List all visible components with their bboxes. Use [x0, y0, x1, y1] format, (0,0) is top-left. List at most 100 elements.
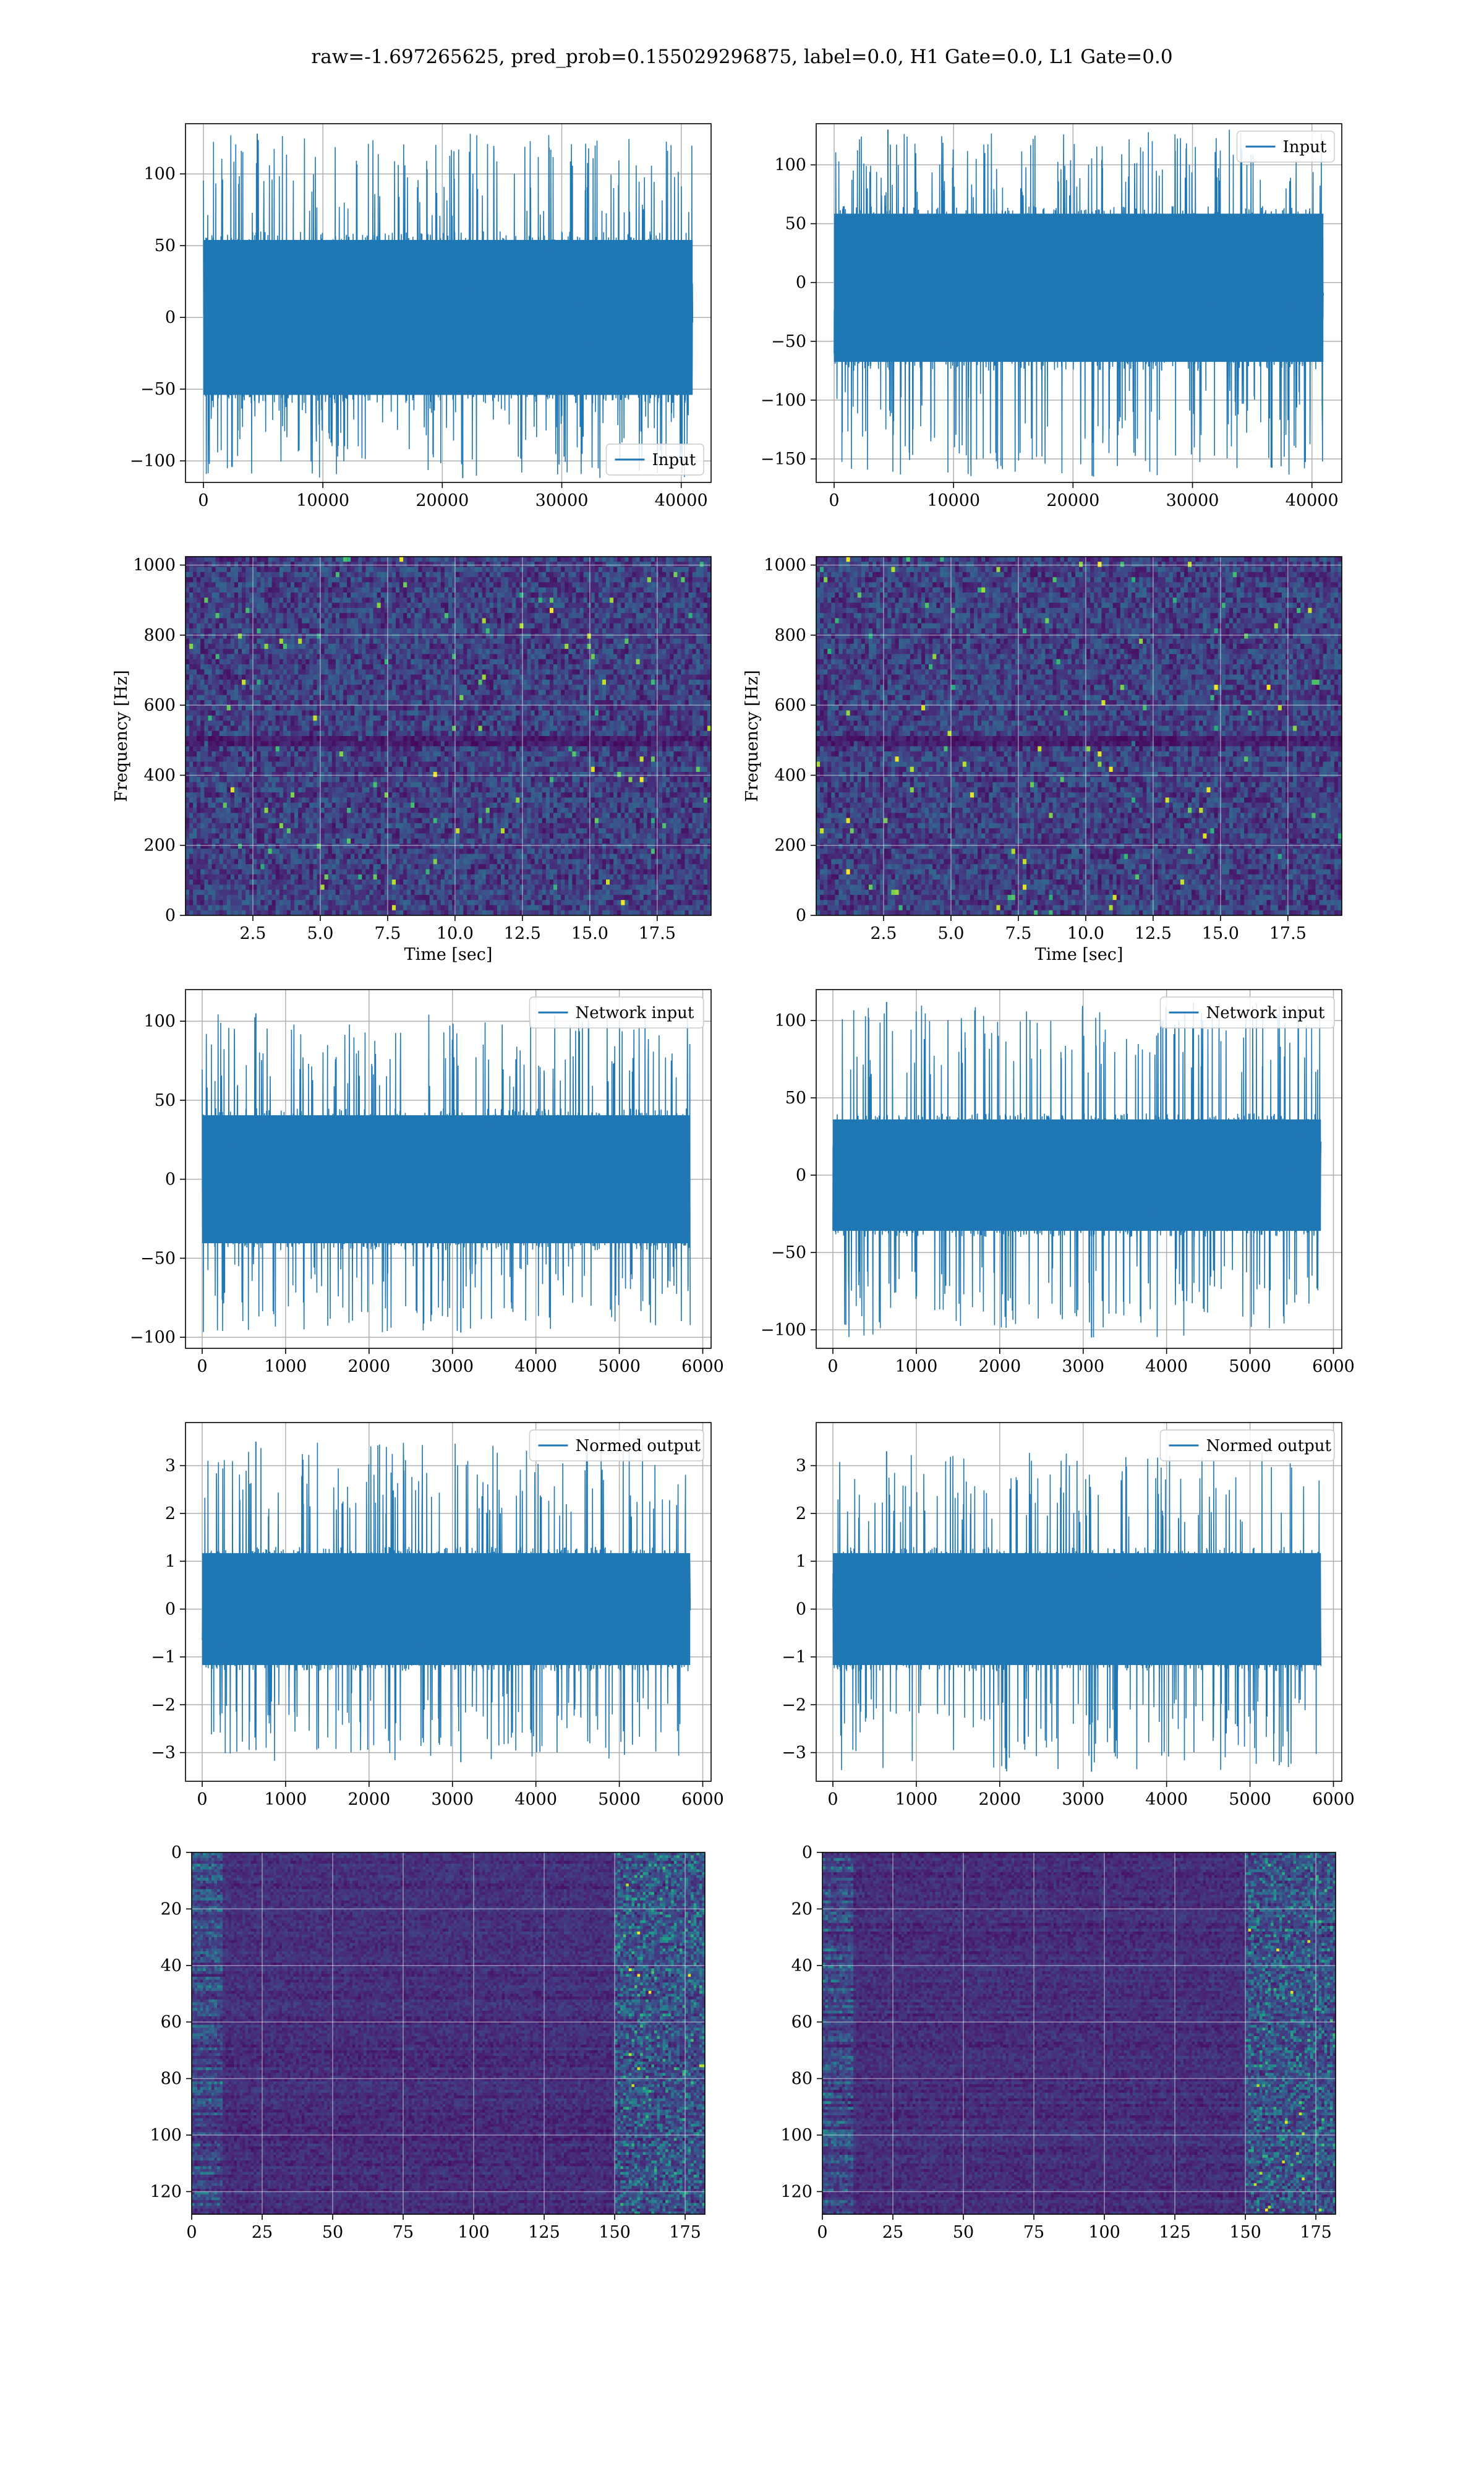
x-tick-label: 125: [1159, 2223, 1191, 2242]
x-tick-label: 6000: [681, 1790, 724, 1809]
y-tick-label: 20: [161, 1899, 182, 1919]
x-tick-label: 50: [953, 2223, 974, 2242]
x-tick-label: 20000: [416, 491, 469, 510]
x-tick-label: 125: [528, 2223, 560, 2242]
x-tick-label: 17.5: [1269, 924, 1307, 943]
x-tick-label: 2000: [978, 1357, 1021, 1376]
x-tick-label: 12.5: [1135, 924, 1172, 943]
legend: Input: [1237, 131, 1335, 162]
y-tick-label: 100: [143, 165, 176, 184]
x-tick-label: 1000: [895, 1790, 938, 1809]
y-tick-label: 3: [165, 1457, 176, 1476]
y-tick-label: −1: [782, 1648, 806, 1667]
figure-title: raw=-1.697265625, pred_prob=0.1550292968…: [311, 46, 1172, 68]
y-tick-label: 50: [785, 215, 806, 234]
x-tick-label: 5000: [1229, 1357, 1271, 1376]
l1-input-plot-area: [816, 124, 1342, 482]
x-tick-label: 25: [252, 2223, 273, 2242]
x-tick-label: 10000: [927, 491, 980, 510]
y-tick-label: 60: [791, 2013, 812, 2032]
x-tick-label: 6000: [1312, 1790, 1355, 1809]
h1-normed-output-plot-area: [186, 1423, 711, 1781]
x-tick-label: 10.0: [437, 924, 474, 943]
legend: Network input: [1161, 997, 1335, 1028]
legend-label: Normed output: [576, 1437, 701, 1455]
legend-label: Input: [1283, 138, 1327, 156]
l1-spectrogram-plot-area: [816, 557, 1342, 916]
x-tick-label: 2000: [348, 1357, 390, 1376]
x-tick-label: 15.0: [571, 924, 608, 943]
x-tick-label: 15.0: [1202, 924, 1239, 943]
x-tick-label: 3000: [1062, 1357, 1104, 1376]
y-tick-label: 200: [774, 836, 806, 855]
x-tick-label: 12.5: [504, 924, 541, 943]
y-tick-label: 1: [165, 1552, 176, 1571]
y-tick-label: 800: [774, 626, 806, 645]
x-tick-label: 100: [458, 2223, 490, 2242]
y-tick-label: 0: [796, 906, 806, 925]
y-tick-label: 800: [143, 626, 176, 645]
legend-label: Input: [652, 451, 696, 469]
y-tick-label: 60: [161, 2013, 182, 2032]
x-tick-label: 4000: [514, 1790, 557, 1809]
l1-network-input-plot-area: [816, 990, 1342, 1348]
y-tick-label: −1: [151, 1648, 176, 1667]
h1-network-input-plot-area: [186, 990, 711, 1348]
y-tick-label: −100: [130, 1328, 176, 1347]
x-tick-label: 0: [827, 1357, 838, 1376]
y-tick-label: −50: [140, 1249, 176, 1268]
y-tick-label: 0: [796, 1166, 806, 1185]
x-tick-label: 50: [322, 2223, 343, 2242]
legend: Normed output: [1161, 1430, 1335, 1461]
y-tick-label: 400: [774, 766, 806, 785]
x-tick-label: 40000: [655, 491, 708, 510]
y-tick-label: 2: [165, 1504, 176, 1523]
x-tick-label: 5000: [1229, 1790, 1271, 1809]
y-tick-label: −50: [771, 332, 806, 351]
x-tick-label: 1000: [265, 1357, 307, 1376]
x-tick-label: 3000: [431, 1357, 474, 1376]
x-tick-label: 17.5: [639, 924, 676, 943]
x-tick-label: 75: [1023, 2223, 1044, 2242]
y-tick-label: 0: [165, 1170, 176, 1189]
y-tick-label: 120: [780, 2182, 812, 2201]
x-tick-label: 7.5: [374, 924, 401, 943]
legend: Network input: [530, 997, 704, 1028]
x-tick-label: 75: [393, 2223, 414, 2242]
x-tick-label: 0: [186, 2223, 197, 2242]
y-tick-label: 1: [796, 1552, 806, 1571]
h1-spectrogram-panel: 2.5 5.0 7.5 10.0 12.5 15.0 17.5020040060080010…: [112, 556, 712, 964]
legend-label: Network input: [1206, 1004, 1325, 1022]
y-tick-label: −150: [761, 450, 806, 469]
x-tick-label: 25: [882, 2223, 903, 2242]
x-tick-label: 0: [827, 1790, 838, 1809]
y-tick-label: 1000: [764, 556, 806, 575]
y-tick-label: 0: [171, 1843, 182, 1862]
y-tick-label: 20: [791, 1899, 812, 1919]
y-axis-label: Frequency [Hz]: [112, 670, 131, 802]
x-tick-label: 5000: [598, 1790, 641, 1809]
y-tick-label: 40: [161, 1956, 182, 1975]
y-tick-label: 120: [150, 2182, 182, 2201]
x-tick-label: 30000: [1166, 491, 1219, 510]
x-tick-label: 5.0: [307, 924, 333, 943]
y-tick-label: −2: [151, 1695, 176, 1714]
y-tick-label: 80: [161, 2070, 182, 2089]
x-tick-label: 4000: [1145, 1790, 1188, 1809]
y-tick-label: −100: [761, 391, 806, 410]
y-tick-label: 40: [791, 1956, 812, 1975]
y-tick-label: 0: [796, 273, 806, 293]
legend: Normed output: [530, 1430, 704, 1461]
x-tick-label: 2000: [978, 1790, 1021, 1809]
x-tick-label: 10000: [296, 491, 349, 510]
y-tick-label: 80: [791, 2070, 812, 2089]
l1-spectrogram-panel: 2.5 5.0 7.5 10.0 12.5 15.0 17.5020040060080010…: [743, 556, 1342, 964]
y-tick-label: −2: [782, 1695, 806, 1714]
y-tick-label: 0: [802, 1843, 812, 1862]
y-tick-label: 100: [143, 1012, 176, 1031]
y-tick-label: −100: [130, 452, 176, 471]
y-tick-label: 2: [796, 1504, 806, 1523]
y-tick-label: 1000: [133, 556, 176, 575]
x-tick-label: 0: [197, 1790, 207, 1809]
